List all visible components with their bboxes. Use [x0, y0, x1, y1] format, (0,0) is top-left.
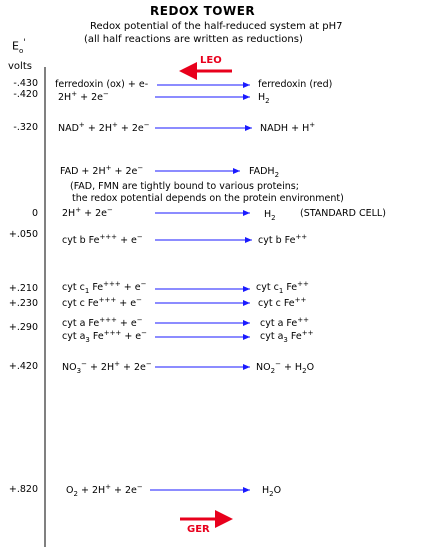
reaction-right-ferredoxin: ferredoxin (red)	[258, 79, 333, 90]
reaction-left-cyta: cyt a Fe+++ + e−	[62, 315, 143, 329]
reaction-right-o2: H2O	[262, 485, 282, 498]
tick-label: -.320	[13, 122, 38, 133]
tick-label: +.050	[8, 229, 38, 240]
ger-label: GER	[187, 524, 210, 535]
reaction-right-nad: NADH + H+	[260, 120, 316, 134]
reaction-left-no3: NO3− + 2H+ + 2e−	[62, 359, 152, 375]
reaction-right-cytb: cyt b Fe++	[258, 232, 308, 246]
tick-label: +.290	[8, 322, 38, 333]
reaction-left-cyta3: cyt a3 Fe+++ + e−	[62, 328, 148, 344]
tick-label: +.210	[8, 283, 38, 294]
page-title: REDOX TOWER	[150, 4, 256, 18]
tick-label: +.820	[8, 484, 38, 495]
reaction-right-cytc: cyt c Fe++	[258, 295, 307, 309]
reaction-left-ferredoxin: ferredoxin (ox) + e-	[55, 79, 149, 90]
tick-label: +.230	[8, 298, 38, 309]
reaction-left-o2: O2 + 2H+ + 2e−	[66, 482, 143, 498]
reaction-right-fad: FADH2	[249, 166, 280, 179]
tick-label: -.420	[13, 89, 38, 100]
reaction-right-cyta: cyt a Fe++	[260, 315, 309, 329]
reaction-right-cyta3: cyt a3 Fe++	[260, 328, 314, 344]
fad-note-line-2: the redox potential depends on the prote…	[72, 193, 344, 204]
reaction-right-h2: H2	[258, 92, 270, 105]
axis-unit: volts	[8, 61, 32, 72]
tick-label: 0	[31, 208, 38, 219]
reaction-left-cytc1: cyt c1 Fe+++ + e−	[62, 279, 147, 295]
subtitle-line-1: Redox potential of the half-reduced syst…	[90, 21, 343, 32]
reaction-left-h2-standard: 2H+ + 2e−	[62, 205, 113, 219]
reaction-left-cytb: cyt b Fe+++ + e−	[62, 232, 143, 246]
reaction-right-no3: NO2− + H2O	[256, 359, 315, 375]
standard-cell-note: (STANDARD CELL)	[300, 208, 386, 219]
axis-symbol: Eo'	[12, 38, 26, 55]
reaction-left-cytc: cyt c Fe+++ + e−	[62, 295, 142, 309]
leo-label: LEO	[200, 55, 222, 66]
reaction-right-h2-standard: H2	[264, 209, 276, 222]
reaction-left-h2: 2H+ + 2e−	[58, 89, 109, 103]
reaction-left-nad: NAD+ + 2H+ + 2e−	[58, 120, 150, 134]
reaction-left-fad: FAD + 2H+ + 2e−	[60, 163, 144, 177]
fad-note-line-1: (FAD, FMN are tightly bound to various p…	[70, 181, 299, 192]
tick-label: -.430	[13, 78, 38, 89]
tick-label: +.420	[8, 361, 38, 372]
reaction-right-cytc1: cyt c1 Fe++	[256, 279, 309, 295]
subtitle-line-2: (all half reactions are written as reduc…	[84, 34, 303, 45]
